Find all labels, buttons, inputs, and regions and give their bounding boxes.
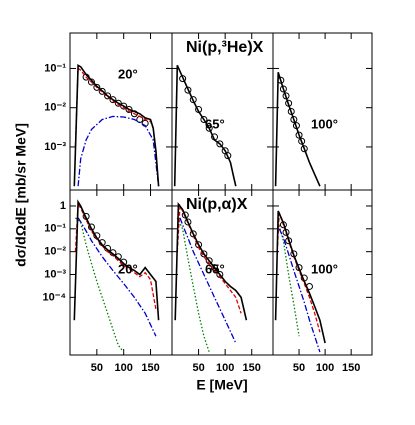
curve bbox=[176, 217, 210, 353]
panel-frame bbox=[272, 189, 373, 356]
angle-label: 20° bbox=[118, 261, 138, 276]
y-tick-label: 10⁻³ bbox=[44, 141, 66, 153]
x-tick-label: 50 bbox=[91, 362, 103, 374]
data-point bbox=[205, 124, 213, 132]
plot-area bbox=[73, 199, 160, 353]
data-point bbox=[104, 92, 112, 100]
curve bbox=[277, 221, 300, 337]
x-tick-label: 150 bbox=[243, 362, 261, 374]
y-tick-label: 10⁻¹ bbox=[44, 223, 66, 235]
data-point bbox=[87, 78, 95, 86]
x-axis-label: E [MeV] bbox=[196, 377, 247, 393]
x-tick-label: 50 bbox=[293, 362, 305, 374]
panel-frame bbox=[171, 32, 274, 191]
curve bbox=[73, 63, 160, 187]
x-tick-label: 150 bbox=[141, 362, 159, 374]
angle-label: 65° bbox=[205, 116, 225, 131]
data-point bbox=[181, 211, 189, 219]
curve bbox=[77, 115, 160, 187]
data-point bbox=[189, 96, 197, 104]
x-tick-label: 100 bbox=[216, 362, 234, 374]
curve bbox=[173, 64, 237, 187]
plot-area bbox=[73, 63, 160, 187]
data-point bbox=[224, 152, 232, 160]
angle-label: 100° bbox=[311, 261, 338, 276]
x-tick-label: 150 bbox=[342, 362, 360, 374]
data-point bbox=[109, 96, 117, 104]
data-point bbox=[300, 145, 308, 153]
y-axis-label: dσ/dΩdE [mb/sr MeV] bbox=[13, 123, 29, 267]
data-point bbox=[290, 116, 298, 124]
y-tick-label: 10⁻² bbox=[44, 102, 66, 114]
curve bbox=[179, 217, 237, 344]
plot-area bbox=[274, 72, 321, 187]
angle-label: 65° bbox=[205, 261, 225, 276]
data-point bbox=[184, 86, 192, 94]
curve bbox=[274, 210, 326, 344]
data-point bbox=[93, 83, 101, 91]
data-point bbox=[184, 218, 192, 226]
y-tick-label: 10⁻⁴ bbox=[43, 291, 66, 303]
curve bbox=[73, 199, 160, 321]
x-tick-label: 100 bbox=[115, 362, 133, 374]
curve bbox=[274, 72, 321, 187]
plot-area bbox=[174, 201, 248, 353]
curve bbox=[77, 217, 157, 337]
data-point bbox=[279, 85, 287, 93]
curve bbox=[75, 217, 125, 353]
x-tick-label: 100 bbox=[316, 362, 334, 374]
reaction-title: Ni(p,³He)X bbox=[186, 39, 264, 56]
plot-area bbox=[274, 210, 326, 353]
data-point bbox=[216, 140, 224, 148]
angle-label: 100° bbox=[311, 116, 338, 131]
plot-area bbox=[173, 64, 237, 187]
data-point bbox=[200, 116, 208, 124]
data-point bbox=[98, 87, 106, 95]
y-tick-label: 1 bbox=[60, 200, 66, 212]
y-tick-label: 10⁻¹ bbox=[44, 62, 66, 74]
curve bbox=[174, 201, 248, 321]
angle-label: 20° bbox=[118, 66, 138, 81]
y-tick-label: 10⁻² bbox=[44, 246, 66, 258]
curve bbox=[278, 228, 321, 353]
data-point bbox=[295, 131, 303, 139]
y-tick-label: 10⁻³ bbox=[44, 268, 66, 280]
reaction-title: Ni(p,α)X bbox=[186, 196, 248, 213]
x-tick-label: 50 bbox=[192, 362, 204, 374]
data-point bbox=[298, 137, 306, 145]
data-point bbox=[125, 105, 133, 113]
